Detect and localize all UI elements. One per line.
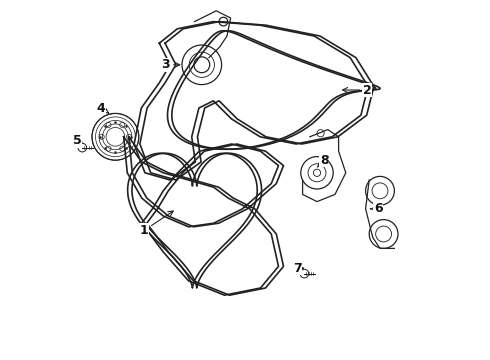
Text: 6: 6 xyxy=(370,202,383,215)
Text: 2: 2 xyxy=(343,84,372,96)
Text: 1: 1 xyxy=(140,211,173,237)
Text: 5: 5 xyxy=(73,134,82,147)
Text: 3: 3 xyxy=(162,58,180,71)
Text: 7: 7 xyxy=(293,262,303,275)
Text: 8: 8 xyxy=(317,154,328,167)
Text: 4: 4 xyxy=(97,102,109,114)
